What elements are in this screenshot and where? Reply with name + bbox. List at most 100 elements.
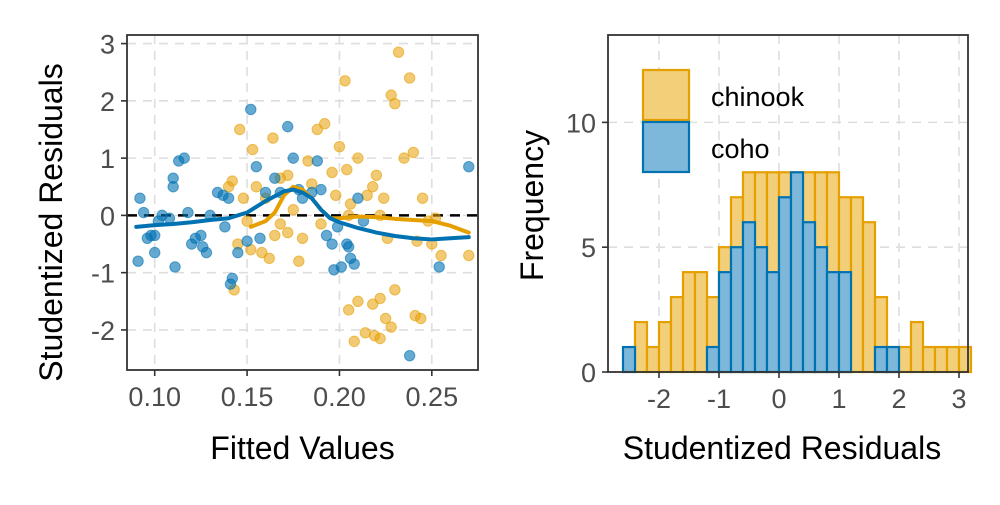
histogram-bar-coho xyxy=(717,271,733,374)
scatter-point-coho xyxy=(219,221,231,233)
scatter-point-coho xyxy=(463,161,475,173)
scatter-point-chinook xyxy=(352,295,364,307)
scatter-point-chinook xyxy=(256,246,268,259)
histogram-bar-chinook xyxy=(669,296,685,374)
scatter-point-coho xyxy=(178,152,190,164)
histogram-bar-chinook xyxy=(849,196,865,374)
scatter-point-coho xyxy=(182,206,194,219)
scatter-point-chinook xyxy=(378,192,390,204)
histogram-bar-coho xyxy=(777,196,793,374)
scatter-point-chinook xyxy=(274,218,287,230)
scatter-point-chinook xyxy=(246,143,259,156)
histogram-bar-coho xyxy=(813,246,829,374)
scatter-point-chinook xyxy=(398,152,410,164)
histogram-y-tick-label: 0 xyxy=(581,358,596,388)
scatter-y-tick-label: -1 xyxy=(91,259,115,289)
histogram-bar-chinook xyxy=(861,221,877,374)
scatter-point-coho xyxy=(149,229,161,242)
scatter-point-coho xyxy=(224,278,237,290)
scatter-point-chinook xyxy=(282,169,294,181)
scatter-x-tick-label: 0.10 xyxy=(128,382,181,412)
scatter-point-coho xyxy=(433,261,445,273)
scatter-point-chinook xyxy=(389,98,401,110)
scatter-x-tick-label: 0.15 xyxy=(221,382,274,412)
scatter-point-chinook xyxy=(333,140,346,153)
histogram-x-tick-label: 1 xyxy=(831,384,846,414)
scatter-point-coho xyxy=(137,206,150,219)
scatter-point-coho xyxy=(169,261,181,273)
histogram-x-tick-label: 2 xyxy=(891,384,906,414)
histogram-bar-chinook xyxy=(681,271,697,374)
scatter-x-tick-label: 0.20 xyxy=(313,382,366,412)
histogram-bar-coho xyxy=(753,246,769,374)
scatter-point-coho xyxy=(163,212,176,224)
scatter-point-coho xyxy=(311,155,323,167)
scatter-point-chinook xyxy=(389,284,401,296)
histogram-y-tick-label: 10 xyxy=(566,108,596,138)
scatter-point-coho xyxy=(167,172,179,184)
scatter-point-coho xyxy=(315,183,327,196)
scatter-point-chinook xyxy=(269,229,281,242)
scatter-point-chinook xyxy=(241,215,253,227)
scatter-point-coho xyxy=(287,152,299,164)
scatter-y-tick-label: 2 xyxy=(100,87,115,117)
histogram-x-axis-title: Studentized Residuals xyxy=(623,430,941,466)
scatter-point-chinook xyxy=(267,132,279,144)
scatter-point-chinook xyxy=(374,292,386,305)
histogram-x-tick-label: 0 xyxy=(771,384,786,414)
scatter-point-coho xyxy=(250,161,263,173)
histogram-bar-coho xyxy=(801,221,817,374)
histogram-bar-chinook xyxy=(897,345,913,374)
scatter-panel-border xyxy=(126,34,479,371)
scatter-point-chinook xyxy=(367,298,379,310)
scatter-point-chinook xyxy=(435,249,447,262)
histogram-bar-coho xyxy=(789,171,805,374)
histogram-series-coho xyxy=(621,171,901,374)
scatter-point-chinook xyxy=(293,255,305,267)
histogram-panel-border xyxy=(607,34,969,373)
scatter-point-coho xyxy=(132,255,144,267)
histogram-bar-coho xyxy=(825,271,841,374)
residual-histogram-panel: -2 -1 0 1 2 3 0 5 10 Studentized Residuals Frequen… xyxy=(514,34,973,466)
scatter-point-chinook xyxy=(263,252,275,265)
histogram-bar-chinook xyxy=(645,345,661,374)
scatter-x-tick-label: 0.25 xyxy=(406,382,459,412)
scatter-point-coho xyxy=(222,192,235,204)
legend-label-coho: coho xyxy=(711,134,770,164)
scatter-y-tick-label: 1 xyxy=(100,144,115,174)
scatter-y-axis-title: Studentized Residuals xyxy=(33,63,69,381)
histogram-bar-coho xyxy=(885,345,901,374)
scatter-point-coho xyxy=(282,120,294,133)
residual-scatter-panel: 0.10 0.15 0.20 0.25 -2 -1 0 1 2 3 Fitted Values Stu… xyxy=(33,30,479,466)
scatter-point-chinook xyxy=(318,118,331,130)
scatter-point-chinook xyxy=(311,123,323,136)
scatter-point-chinook xyxy=(403,72,416,84)
scatter-point-coho xyxy=(326,238,338,250)
scatter-point-chinook xyxy=(339,75,351,87)
scatter-point-chinook xyxy=(416,192,429,204)
scatter-point-chinook xyxy=(222,181,235,193)
legend-label-chinook: chinook xyxy=(711,82,805,112)
scatter-point-chinook xyxy=(282,226,294,239)
scatter-point-coho xyxy=(259,186,272,199)
histogram-bar-chinook xyxy=(945,345,961,374)
scatter-point-coho xyxy=(149,246,161,259)
scatter-point-chinook xyxy=(463,249,475,262)
histogram-bar-coho xyxy=(729,246,745,374)
scatter-point-chinook xyxy=(407,146,420,159)
scatter-point-chinook xyxy=(370,169,383,181)
scatter-point-coho xyxy=(352,192,364,204)
scatter-point-coho xyxy=(134,192,146,204)
scatter-series-coho xyxy=(132,103,475,362)
histogram-x-tick-label: -1 xyxy=(707,384,731,414)
scatter-point-chinook xyxy=(374,332,386,345)
scatter-point-coho xyxy=(254,232,266,244)
histogram-y-axis-title: Frequency xyxy=(514,130,550,281)
scatter-point-coho xyxy=(241,235,253,247)
histogram-bar-chinook xyxy=(693,271,709,374)
scatter-point-chinook xyxy=(352,152,364,164)
legend-swatch-coho xyxy=(641,120,691,174)
histogram-bar-coho xyxy=(741,221,757,374)
scatter-point-chinook xyxy=(341,163,353,176)
